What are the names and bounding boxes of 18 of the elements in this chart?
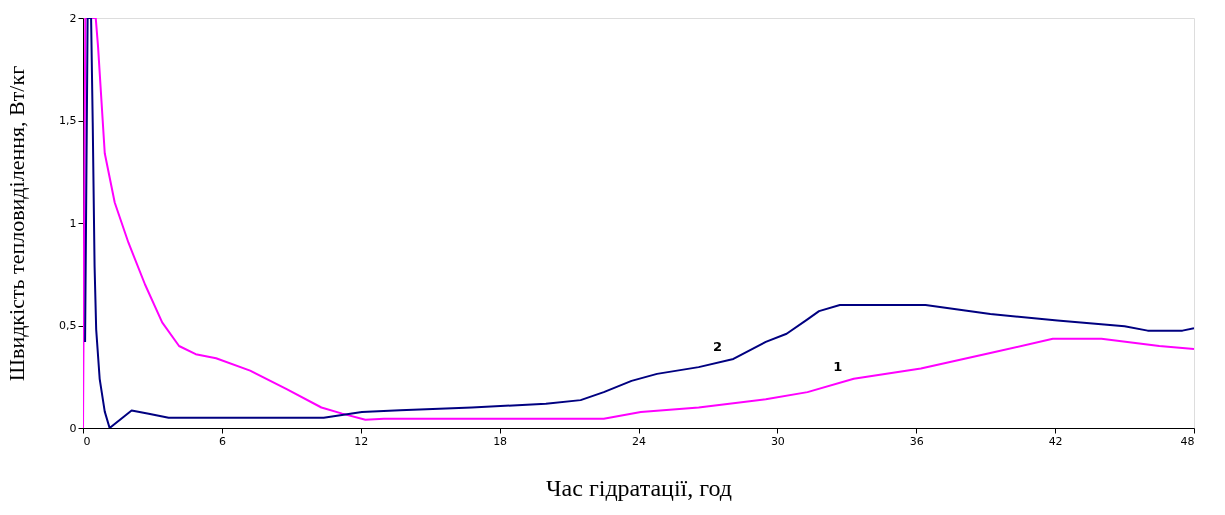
series-label: 1 [833, 358, 843, 374]
y-tick-label: 0 [69, 421, 77, 435]
x-tick-label: 0 [83, 434, 91, 448]
x-tick-label: 12 [354, 434, 369, 448]
y-tick-label: 2 [69, 11, 77, 25]
y-tick-label: 1,5 [59, 114, 77, 127]
x-tick-label: 42 [1048, 434, 1063, 448]
x-tick-label: 48 [1180, 434, 1195, 448]
x-axis-title: Час гідратації, год [545, 474, 733, 501]
y-tick-label: 1 [69, 216, 77, 230]
y-axis-title: Швидкість тепловиділення, Вт/кг [4, 65, 30, 382]
x-tick-label: 6 [218, 434, 226, 448]
x-tick-label: 24 [632, 434, 646, 448]
y-tick-label: 0,5 [59, 319, 77, 332]
x-tick-label: 18 [493, 434, 508, 448]
series-label: 2 [712, 338, 722, 354]
x-tick-label: 30 [770, 434, 785, 448]
x-tick-label: 36 [909, 434, 924, 448]
